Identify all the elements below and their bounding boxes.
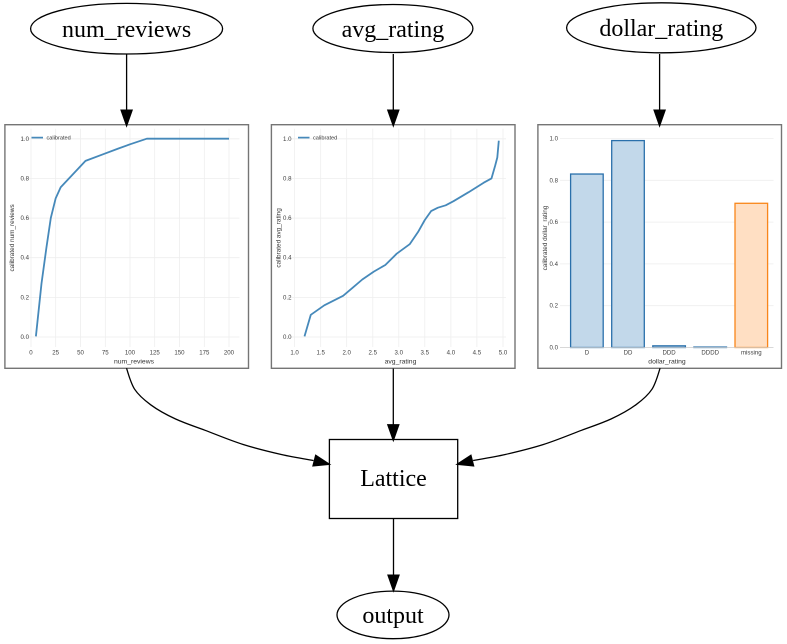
svg-text:0.2: 0.2 (283, 294, 292, 301)
svg-text:calibrated: calibrated (313, 136, 337, 142)
svg-text:3.0: 3.0 (395, 350, 404, 357)
svg-text:2.0: 2.0 (342, 350, 351, 357)
svg-text:1.0: 1.0 (550, 136, 559, 143)
svg-text:DD: DD (624, 350, 633, 357)
svg-text:avg_rating: avg_rating (385, 359, 417, 366)
svg-text:1.0: 1.0 (283, 136, 292, 143)
svg-text:num_reviews: num_reviews (62, 17, 191, 43)
svg-text:1.0: 1.0 (21, 136, 30, 143)
svg-text:0.2: 0.2 (21, 294, 30, 301)
svg-text:Lattice: Lattice (360, 466, 427, 492)
svg-text:0.8: 0.8 (550, 177, 559, 184)
svg-text:200: 200 (224, 350, 235, 357)
svg-text:dollar_rating: dollar_rating (599, 16, 723, 42)
svg-text:D: D (585, 350, 590, 357)
svg-text:0.0: 0.0 (550, 345, 559, 352)
svg-text:3.5: 3.5 (421, 350, 430, 357)
svg-text:DDDD: DDDD (701, 350, 719, 357)
svg-text:0.6: 0.6 (21, 215, 30, 222)
svg-text:0.0: 0.0 (283, 334, 292, 341)
svg-text:2.5: 2.5 (369, 350, 378, 357)
svg-text:calibrated num_reviews: calibrated num_reviews (9, 204, 16, 271)
svg-text:0.8: 0.8 (283, 175, 292, 182)
svg-text:150: 150 (174, 350, 185, 357)
svg-text:4.0: 4.0 (447, 350, 456, 357)
svg-text:0.2: 0.2 (550, 303, 559, 310)
svg-text:4.5: 4.5 (473, 350, 482, 357)
svg-text:100: 100 (125, 350, 136, 357)
svg-text:1.5: 1.5 (316, 350, 325, 357)
svg-text:75: 75 (102, 350, 109, 357)
svg-text:calibrated: calibrated (47, 136, 71, 142)
svg-text:DDD: DDD (662, 350, 676, 357)
svg-text:0.6: 0.6 (550, 219, 559, 226)
svg-text:dollar_rating: dollar_rating (648, 359, 686, 366)
svg-text:0.6: 0.6 (283, 215, 292, 222)
svg-text:calibrated dollar_rating: calibrated dollar_rating (542, 205, 549, 270)
svg-text:0.4: 0.4 (550, 261, 559, 268)
svg-text:25: 25 (52, 350, 59, 357)
svg-text:0.0: 0.0 (21, 334, 30, 341)
svg-text:0.4: 0.4 (21, 255, 30, 262)
svg-text:1.0: 1.0 (290, 350, 299, 357)
svg-text:125: 125 (150, 350, 161, 357)
svg-text:0: 0 (29, 350, 33, 357)
svg-text:calibrated avg_rating: calibrated avg_rating (276, 208, 283, 268)
svg-text:output: output (362, 603, 424, 629)
svg-text:0.8: 0.8 (21, 175, 30, 182)
svg-text:missing: missing (741, 350, 762, 357)
svg-text:5.0: 5.0 (499, 350, 508, 357)
svg-text:0.4: 0.4 (283, 255, 292, 262)
svg-text:avg_rating: avg_rating (342, 17, 445, 43)
svg-text:num_reviews: num_reviews (114, 359, 155, 366)
svg-text:50: 50 (77, 350, 84, 357)
svg-text:175: 175 (199, 350, 210, 357)
